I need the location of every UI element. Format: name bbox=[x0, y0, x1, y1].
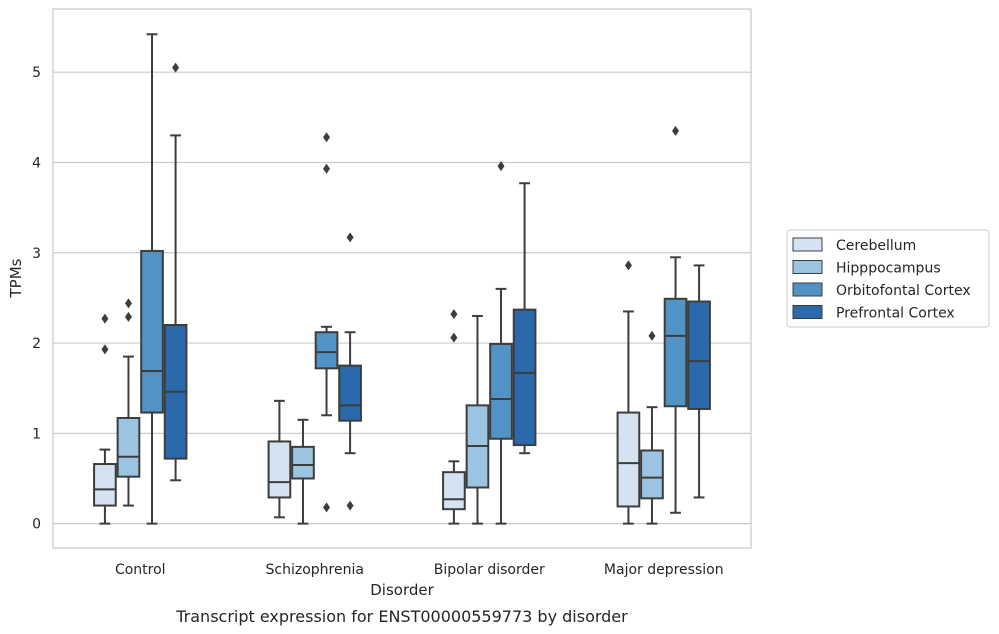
iqr-box bbox=[267, 440, 292, 499]
outlier-point bbox=[346, 500, 354, 511]
iqr-box bbox=[489, 342, 513, 440]
box-cerebellum-0 bbox=[93, 313, 117, 525]
legend: Cerebellum Hipppocampus Orbitofontal Corte… bbox=[786, 229, 990, 328]
legend-swatch bbox=[792, 305, 823, 319]
box-orbitofontal-cortex-1 bbox=[314, 132, 339, 513]
outlier-point bbox=[101, 344, 109, 355]
iqr-box bbox=[687, 300, 711, 410]
iqr-box bbox=[116, 416, 141, 478]
outlier-point bbox=[450, 332, 458, 343]
y-axis-ticks: 0 1 2 3 4 5 bbox=[32, 65, 41, 532]
y-tick-label-3: 3 bbox=[32, 246, 41, 262]
outlier-point bbox=[672, 125, 680, 136]
iqr-box bbox=[663, 297, 688, 408]
outlier-point bbox=[450, 309, 458, 320]
iqr-box bbox=[291, 445, 315, 480]
y-tick-label-5: 5 bbox=[32, 65, 41, 81]
box-orbitofontal-cortex-2 bbox=[489, 161, 513, 525]
box-cerebellum-3 bbox=[616, 260, 641, 525]
box-cerebellum-2 bbox=[442, 309, 466, 525]
x-tick-label: Control bbox=[115, 562, 166, 578]
x-tick-label: Major depression bbox=[604, 562, 724, 578]
legend-swatch bbox=[792, 237, 823, 252]
outlier-point bbox=[497, 161, 505, 172]
plot-area-frame bbox=[52, 8, 752, 549]
legend-label: Orbitofontal Cortex bbox=[836, 283, 971, 299]
box-hipppocampus-0 bbox=[116, 298, 141, 507]
chart-caption: Transcript expression for ENST0000055977… bbox=[175, 607, 628, 626]
outlier-point bbox=[323, 132, 331, 143]
y-tick-label-4: 4 bbox=[32, 155, 41, 171]
iqr-box bbox=[93, 463, 117, 507]
legend-label: Cerebellum bbox=[836, 238, 916, 254]
outlier-point bbox=[124, 298, 132, 309]
iqr-box bbox=[442, 471, 466, 511]
outlier-point bbox=[323, 502, 331, 513]
y-tick-label-0: 0 bbox=[32, 517, 41, 533]
box-hipppocampus-1 bbox=[291, 418, 315, 525]
box-hipppocampus-3 bbox=[640, 330, 664, 525]
outlier-point bbox=[346, 232, 354, 243]
iqr-box bbox=[616, 411, 641, 508]
legend-swatch bbox=[792, 260, 823, 274]
x-axis-ticks: Control Schizophrenia Bipolar disorder Majo… bbox=[115, 562, 724, 578]
outlier-point bbox=[124, 311, 132, 322]
y-axis-label: TPMs bbox=[7, 258, 25, 298]
iqr-box bbox=[640, 449, 664, 500]
box-hipppocampus-2 bbox=[465, 314, 490, 525]
x-axis-label: Disorder bbox=[370, 581, 434, 599]
y-tick-label-1: 1 bbox=[32, 426, 41, 442]
box-orbitofontal-cortex-0 bbox=[140, 33, 164, 525]
box-prefrontal-cortex-1 bbox=[338, 232, 362, 511]
legend-swatch bbox=[792, 282, 823, 297]
box-orbitofontal-cortex-3 bbox=[663, 125, 688, 514]
box-cerebellum-1 bbox=[267, 399, 292, 519]
outlier-point bbox=[624, 260, 632, 271]
legend-label: Hipppocampus bbox=[836, 261, 941, 277]
outlier-point bbox=[323, 163, 331, 174]
x-tick-label: Schizophrenia bbox=[266, 562, 364, 578]
legend-label: Prefrontal Cortex bbox=[836, 306, 955, 322]
outlier-point bbox=[172, 62, 180, 73]
iqr-box bbox=[314, 331, 339, 370]
outlier-point bbox=[101, 313, 109, 324]
legend-frame bbox=[786, 229, 990, 328]
iqr-box bbox=[140, 249, 164, 414]
iqr-box bbox=[338, 364, 362, 422]
outlier-point bbox=[648, 330, 656, 341]
box-prefrontal-cortex-2 bbox=[512, 182, 537, 455]
x-tick-label: Bipolar disorder bbox=[434, 562, 545, 578]
box-prefrontal-cortex-0 bbox=[163, 62, 188, 482]
boxes bbox=[93, 33, 711, 525]
iqr-box bbox=[512, 308, 537, 447]
box-prefrontal-cortex-3 bbox=[687, 264, 711, 499]
y-tick-label-2: 2 bbox=[32, 336, 41, 352]
